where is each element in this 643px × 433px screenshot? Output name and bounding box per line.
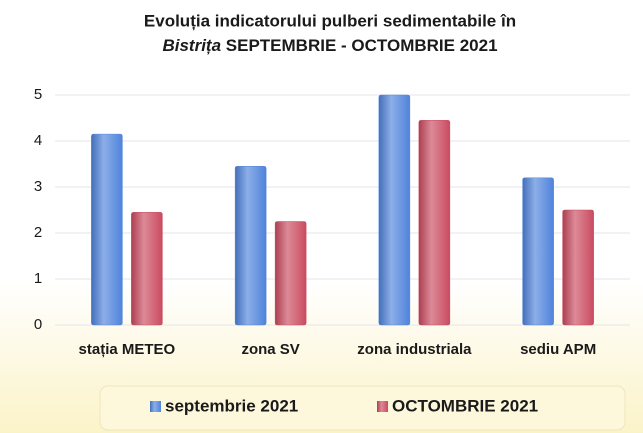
y-tick-label: 5 <box>34 86 42 103</box>
legend-label: septembrie 2021 <box>165 396 298 415</box>
bar <box>131 212 163 326</box>
legend-swatch <box>377 401 388 412</box>
bar <box>418 120 451 326</box>
bar <box>91 133 123 326</box>
x-tick-label: stația METEO <box>79 341 176 358</box>
y-tick-label: 1 <box>34 270 42 287</box>
title-place: Bistrița <box>162 36 221 55</box>
chart-subtitle: Bistrița SEPTEMBRIE - OCTOMBRIE 2021 <box>162 36 497 55</box>
y-tick-label: 3 <box>34 178 42 195</box>
legend-label: OCTOMBRIE 2021 <box>392 396 538 415</box>
x-tick-label: sediu APM <box>520 341 596 358</box>
x-tick-label: zona SV <box>241 341 299 358</box>
bar <box>562 209 594 326</box>
y-tick-label: 4 <box>34 132 42 149</box>
bar <box>274 221 307 326</box>
legend-swatch <box>150 401 161 412</box>
chart-title: Evoluția indicatorului pulberi sedimenta… <box>144 11 516 30</box>
title-period: SEPTEMBRIE - OCTOMBRIE 2021 <box>226 36 498 55</box>
y-tick-label: 2 <box>34 224 42 241</box>
bar <box>234 166 267 326</box>
y-tick-label: 0 <box>34 316 42 333</box>
x-tick-label: zona industriala <box>357 341 472 358</box>
bar <box>378 94 411 326</box>
bar <box>522 177 554 326</box>
legend-box <box>99 385 626 431</box>
